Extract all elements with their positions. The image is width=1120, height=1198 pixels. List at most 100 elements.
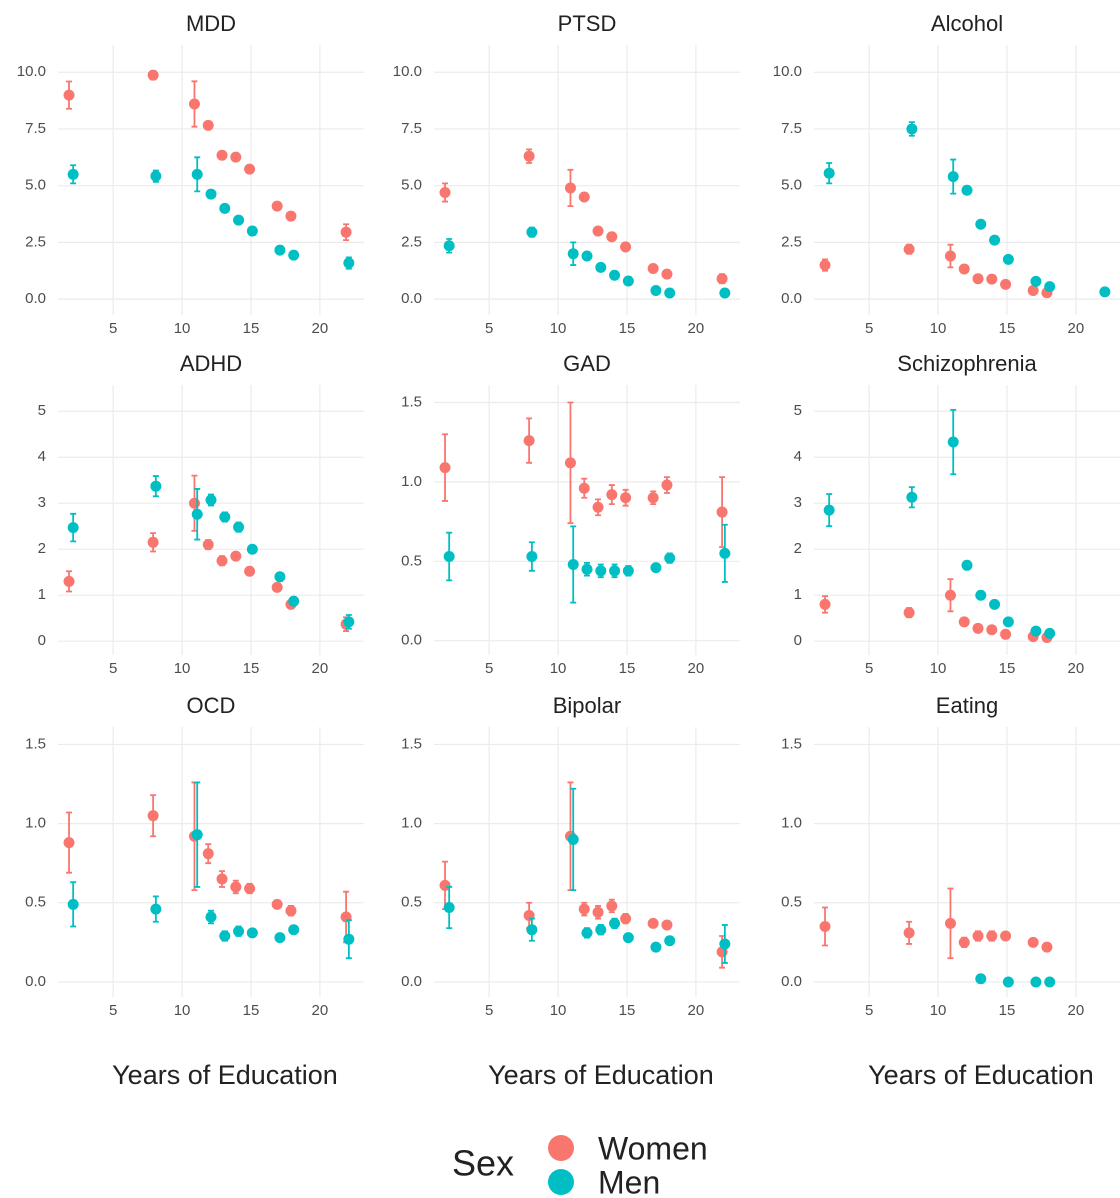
x-tick-label: 15 bbox=[999, 1002, 1016, 1019]
point bbox=[246, 927, 258, 939]
point bbox=[343, 616, 355, 628]
point bbox=[188, 98, 200, 110]
point bbox=[906, 491, 918, 503]
point bbox=[67, 898, 79, 910]
point bbox=[903, 243, 915, 255]
x-tick-label: 10 bbox=[174, 320, 191, 337]
point bbox=[961, 184, 973, 196]
panel: MDD 0.0 2.5 5.0 7.5 10.0 5 10 15 20 bbox=[17, 11, 364, 337]
point bbox=[592, 501, 604, 513]
x-tick-label: 10 bbox=[174, 1002, 191, 1019]
point bbox=[271, 581, 283, 593]
point bbox=[216, 555, 228, 567]
panel-title: Eating bbox=[936, 693, 998, 718]
point bbox=[592, 906, 604, 918]
panel: GAD 0.0 0.5 1.0 1.5 5 10 15 20 bbox=[401, 351, 740, 677]
point bbox=[439, 462, 451, 474]
y-tick-label: 0.5 bbox=[401, 894, 422, 911]
panel-title: Schizophrenia bbox=[897, 351, 1037, 376]
point bbox=[567, 248, 579, 260]
panel: Schizophrenia 0 1 2 3 4 5 5 10 15 20 bbox=[794, 351, 1120, 677]
y-tick-label: 0.0 bbox=[401, 290, 422, 307]
point bbox=[564, 457, 576, 469]
point bbox=[67, 522, 79, 534]
legend-swatch bbox=[548, 1169, 574, 1195]
x-tick-label: 15 bbox=[243, 1002, 260, 1019]
x-tick-label: 10 bbox=[550, 320, 567, 337]
y-tick-label: 7.5 bbox=[781, 120, 802, 137]
point bbox=[147, 536, 159, 548]
point bbox=[191, 168, 203, 180]
x-tick-label: 15 bbox=[999, 660, 1016, 677]
point bbox=[986, 624, 998, 636]
y-tick-label: 0.0 bbox=[25, 290, 46, 307]
x-tick-label: 5 bbox=[485, 1002, 493, 1019]
point bbox=[285, 210, 297, 222]
point bbox=[620, 492, 632, 504]
point bbox=[986, 930, 998, 942]
point bbox=[439, 186, 451, 198]
point bbox=[719, 547, 731, 559]
x-tick-label: 20 bbox=[688, 660, 705, 677]
point bbox=[661, 919, 673, 931]
y-tick-label: 5 bbox=[794, 402, 802, 419]
y-tick-label: 1.5 bbox=[401, 393, 422, 410]
point bbox=[564, 182, 576, 194]
legend-swatch bbox=[548, 1135, 574, 1161]
point bbox=[595, 565, 607, 577]
point bbox=[944, 250, 956, 262]
x-tick-label: 5 bbox=[109, 660, 117, 677]
point bbox=[150, 170, 162, 182]
point bbox=[285, 905, 297, 917]
y-tick-label: 1.5 bbox=[25, 735, 46, 752]
point bbox=[216, 149, 228, 161]
y-tick-label: 1.5 bbox=[401, 735, 422, 752]
point bbox=[1044, 627, 1056, 639]
point bbox=[523, 435, 535, 447]
point bbox=[150, 480, 162, 492]
point bbox=[592, 225, 604, 237]
point bbox=[944, 589, 956, 601]
y-tick-label: 3 bbox=[794, 494, 802, 511]
y-tick-label: 1.0 bbox=[25, 815, 46, 832]
point bbox=[622, 565, 634, 577]
point bbox=[191, 508, 203, 520]
point bbox=[205, 188, 217, 200]
y-tick-label: 5 bbox=[38, 402, 46, 419]
point bbox=[823, 167, 835, 179]
y-tick-label: 0.5 bbox=[401, 552, 422, 569]
x-tick-label: 5 bbox=[485, 660, 493, 677]
x-tick-label: 20 bbox=[312, 1002, 329, 1019]
point bbox=[606, 489, 618, 501]
y-tick-label: 4 bbox=[38, 448, 46, 465]
panel-title: Alcohol bbox=[931, 11, 1003, 36]
x-tick-label: 10 bbox=[174, 660, 191, 677]
point bbox=[443, 240, 455, 252]
x-tick-label: 15 bbox=[243, 320, 260, 337]
point bbox=[191, 829, 203, 841]
point bbox=[63, 575, 75, 587]
x-tick-label: 15 bbox=[999, 320, 1016, 337]
point bbox=[975, 218, 987, 230]
point bbox=[219, 511, 231, 523]
point bbox=[1000, 930, 1012, 942]
point bbox=[1027, 284, 1039, 296]
point bbox=[958, 616, 970, 628]
x-tick-label: 20 bbox=[312, 320, 329, 337]
x-tick-label: 5 bbox=[865, 1002, 873, 1019]
panel: ADHD 0 1 2 3 4 5 5 10 15 20 bbox=[38, 351, 364, 677]
point bbox=[606, 231, 618, 243]
y-tick-label: 5.0 bbox=[401, 177, 422, 194]
point bbox=[622, 275, 634, 287]
point bbox=[188, 497, 200, 509]
y-tick-label: 2 bbox=[38, 540, 46, 557]
y-tick-label: 0.5 bbox=[25, 894, 46, 911]
x-axis-label: Years of Education bbox=[488, 1060, 714, 1090]
point bbox=[578, 482, 590, 494]
point bbox=[947, 171, 959, 183]
y-tick-label: 4 bbox=[794, 448, 802, 465]
x-axis-label: Years of Education bbox=[868, 1060, 1094, 1090]
point bbox=[664, 287, 676, 299]
point bbox=[274, 932, 286, 944]
